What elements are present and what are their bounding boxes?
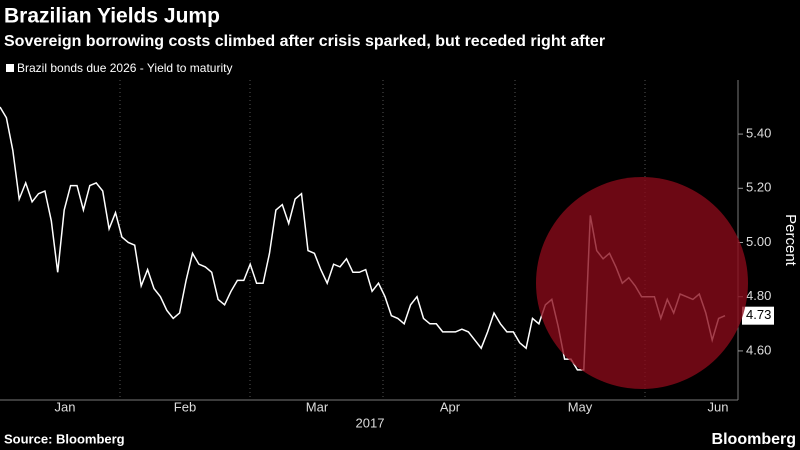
chart-title: Brazilian Yields Jump <box>4 5 220 28</box>
highlight-circle <box>536 177 748 389</box>
x-tick-label: Jan <box>55 399 76 414</box>
y-tick-label: 4.60 <box>746 342 771 357</box>
y-tick-label: 5.40 <box>746 126 771 141</box>
x-tick-label: Feb <box>174 399 196 414</box>
last-value-box <box>742 306 774 325</box>
source: Source: Bloomberg <box>4 431 125 446</box>
y-tick-label: 5.20 <box>746 180 771 195</box>
x-tick-label: May <box>568 399 593 414</box>
chart-subtitle: Sovereign borrowing costs climbed after … <box>4 33 605 50</box>
x-tick-label: Mar <box>306 399 329 414</box>
x-axis-label: 2017 <box>356 415 385 430</box>
legend-swatch <box>6 64 14 72</box>
x-tick-label: Jun <box>708 399 729 414</box>
y-tick-label: 5.00 <box>746 234 771 249</box>
x-tick-label: Apr <box>440 399 461 414</box>
legend-label: Brazil bonds due 2026 - Yield to maturit… <box>17 61 232 75</box>
y-tick-label: 4.80 <box>746 288 771 303</box>
y-axis-label: Percent <box>782 214 799 267</box>
last-value-label: 4.73 <box>746 307 771 322</box>
brand: Bloomberg <box>712 431 796 448</box>
